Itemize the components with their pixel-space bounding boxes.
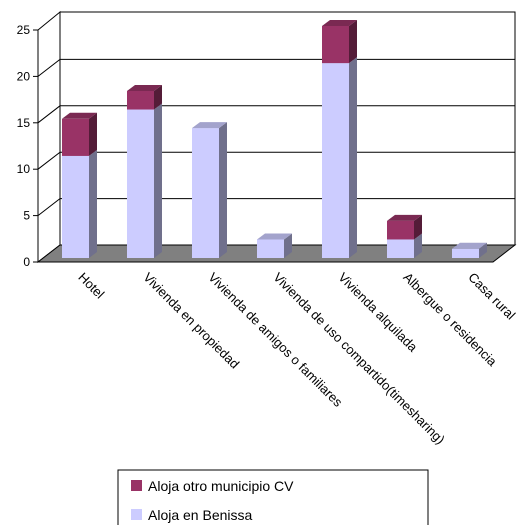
bar-front <box>192 128 219 258</box>
bar-segment <box>62 112 97 156</box>
legend-swatch-series-2 <box>131 480 142 491</box>
bar-top <box>322 20 357 26</box>
bar-top <box>387 214 422 221</box>
gridline <box>37 198 515 216</box>
bar-segment <box>387 214 422 240</box>
bar-front <box>127 90 154 110</box>
y-tick-label: 10 <box>17 162 31 176</box>
y-axis: 0 5 10 15 20 25 <box>17 23 39 269</box>
plot-walls <box>37 10 516 264</box>
bar-segment <box>322 20 357 64</box>
bar-front <box>452 248 479 258</box>
bar-side <box>154 103 162 259</box>
y-tick-label: 20 <box>17 69 31 83</box>
bar-top <box>127 84 162 91</box>
bar-side <box>154 84 162 110</box>
bar-segment <box>62 149 97 258</box>
bar-segment <box>257 233 292 258</box>
bar-front <box>387 239 414 258</box>
bar-side <box>414 233 422 258</box>
y-tick-label: 0 <box>23 255 30 269</box>
category-label: Casa rural <box>465 270 518 323</box>
bar-side <box>349 57 357 259</box>
bar-side <box>219 122 227 258</box>
gridline <box>37 58 515 77</box>
legend-swatch-series-1 <box>131 509 142 520</box>
legend-box <box>117 469 429 525</box>
legend-label-series-2: Aloja otro municipio CV <box>148 478 294 494</box>
gridline <box>37 151 515 170</box>
legend: Aloja otro municipio CV Aloja en Benissa <box>117 469 429 525</box>
bar-front <box>62 118 89 156</box>
bar-top <box>192 122 227 129</box>
y-tick-label: 25 <box>17 23 31 37</box>
gridline <box>37 105 515 124</box>
bar-segment <box>322 57 357 259</box>
bar-front <box>62 155 89 258</box>
bar-front <box>127 109 154 259</box>
category-label: Hotel <box>75 270 107 302</box>
bar-side <box>349 20 357 64</box>
bar-segment <box>127 84 162 110</box>
bar-front <box>257 239 284 258</box>
bar-side <box>479 242 487 258</box>
bar-top <box>452 242 487 249</box>
category-label: Vivienda de amigos o familiares <box>205 270 346 411</box>
bar-front <box>322 63 349 259</box>
side-wall <box>37 10 61 264</box>
bar-side <box>89 112 97 156</box>
bar-front <box>322 26 349 64</box>
bar-top <box>257 233 292 240</box>
bar-segment <box>452 242 487 258</box>
y-tick-label: 15 <box>17 116 31 130</box>
bar-segment <box>192 122 227 258</box>
bar-front <box>387 220 414 240</box>
gridlines <box>37 58 515 216</box>
bar-side <box>284 233 292 258</box>
y-tick-label: 5 <box>23 209 30 223</box>
bar-top <box>62 112 97 119</box>
legend-label-series-1: Aloja en Benissa <box>148 507 253 523</box>
bars <box>62 20 487 259</box>
bar-side <box>89 149 97 258</box>
bar-side <box>414 214 422 240</box>
bar-segment <box>127 103 162 259</box>
